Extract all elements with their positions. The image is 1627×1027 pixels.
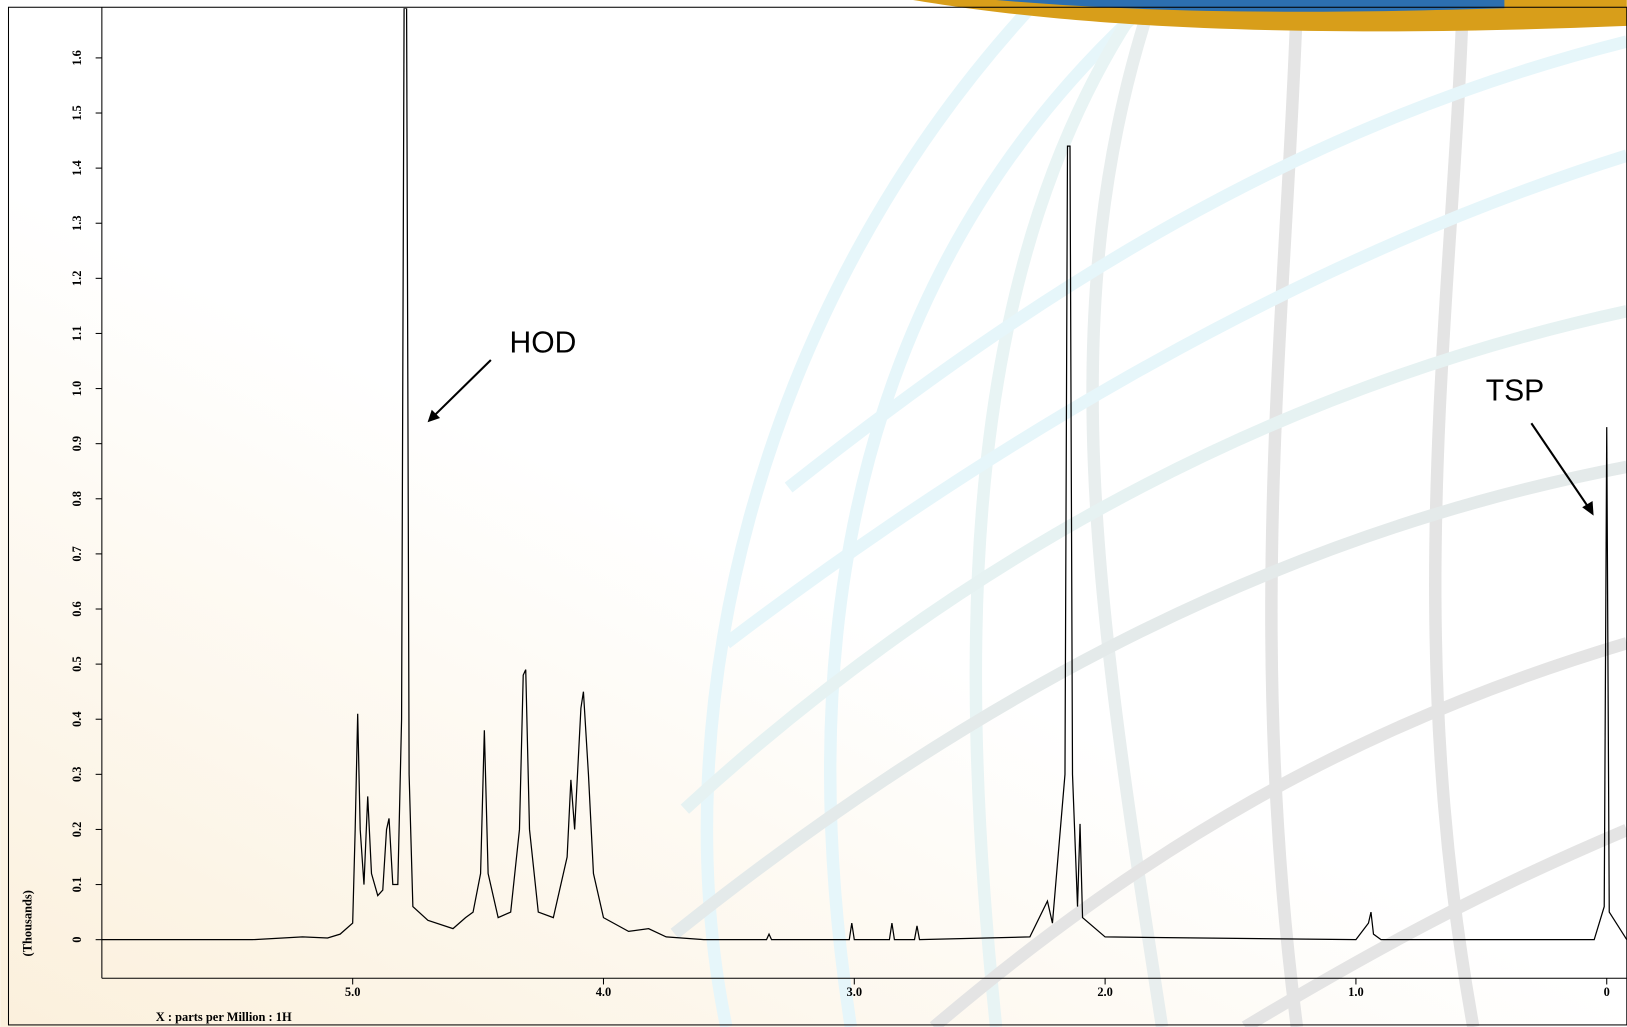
- spectrum-line: [101, 8, 1627, 941]
- y-tick-label: 1.2: [70, 271, 84, 287]
- x-axis-label: X : parts per Million : 1H: [156, 1010, 292, 1024]
- y-tick-label: 1.4: [70, 160, 84, 176]
- y-tick-label: 0.3: [70, 767, 84, 783]
- x-tick-label: 4.0: [596, 985, 612, 999]
- y-tick-label: 0.9: [70, 436, 84, 452]
- x-tick-label: 3.0: [847, 985, 863, 999]
- y-axis-label: (Thousands): [20, 890, 34, 956]
- x-tick-label: 5.0: [345, 985, 361, 999]
- y-tick-label: 0.7: [70, 546, 84, 562]
- y-tick-label: 0.2: [70, 822, 84, 838]
- globe-decoration: [670, 0, 1627, 1027]
- y-tick-label: 1.1: [70, 326, 84, 342]
- x-tick-label: 1.0: [1348, 985, 1364, 999]
- x-tick-label: 0: [1604, 985, 1610, 999]
- y-tick-label: 1.6: [70, 50, 84, 66]
- arrow: [1530, 422, 1592, 511]
- y-tick-label: 0.1: [70, 877, 84, 893]
- y-tick-label: 1.0: [70, 381, 84, 397]
- annotation: HOD: [510, 327, 577, 360]
- annotation: TSP: [1486, 374, 1545, 407]
- y-tick-label: 1.3: [70, 215, 84, 231]
- y-tick-label: 0.6: [70, 601, 84, 617]
- y-tick-label: 1.5: [70, 105, 84, 121]
- y-tick-label: 0: [70, 937, 84, 943]
- y-tick-label: 0.8: [70, 491, 84, 507]
- y-tick-label: 0.4: [70, 711, 84, 727]
- swoosh: [996, 0, 1505, 12]
- arrow: [431, 359, 492, 419]
- arrow-head: [1582, 501, 1594, 516]
- arrow-head: [427, 409, 441, 423]
- y-tick-label: 0.5: [70, 656, 84, 672]
- x-tick-label: 2.0: [1097, 985, 1113, 999]
